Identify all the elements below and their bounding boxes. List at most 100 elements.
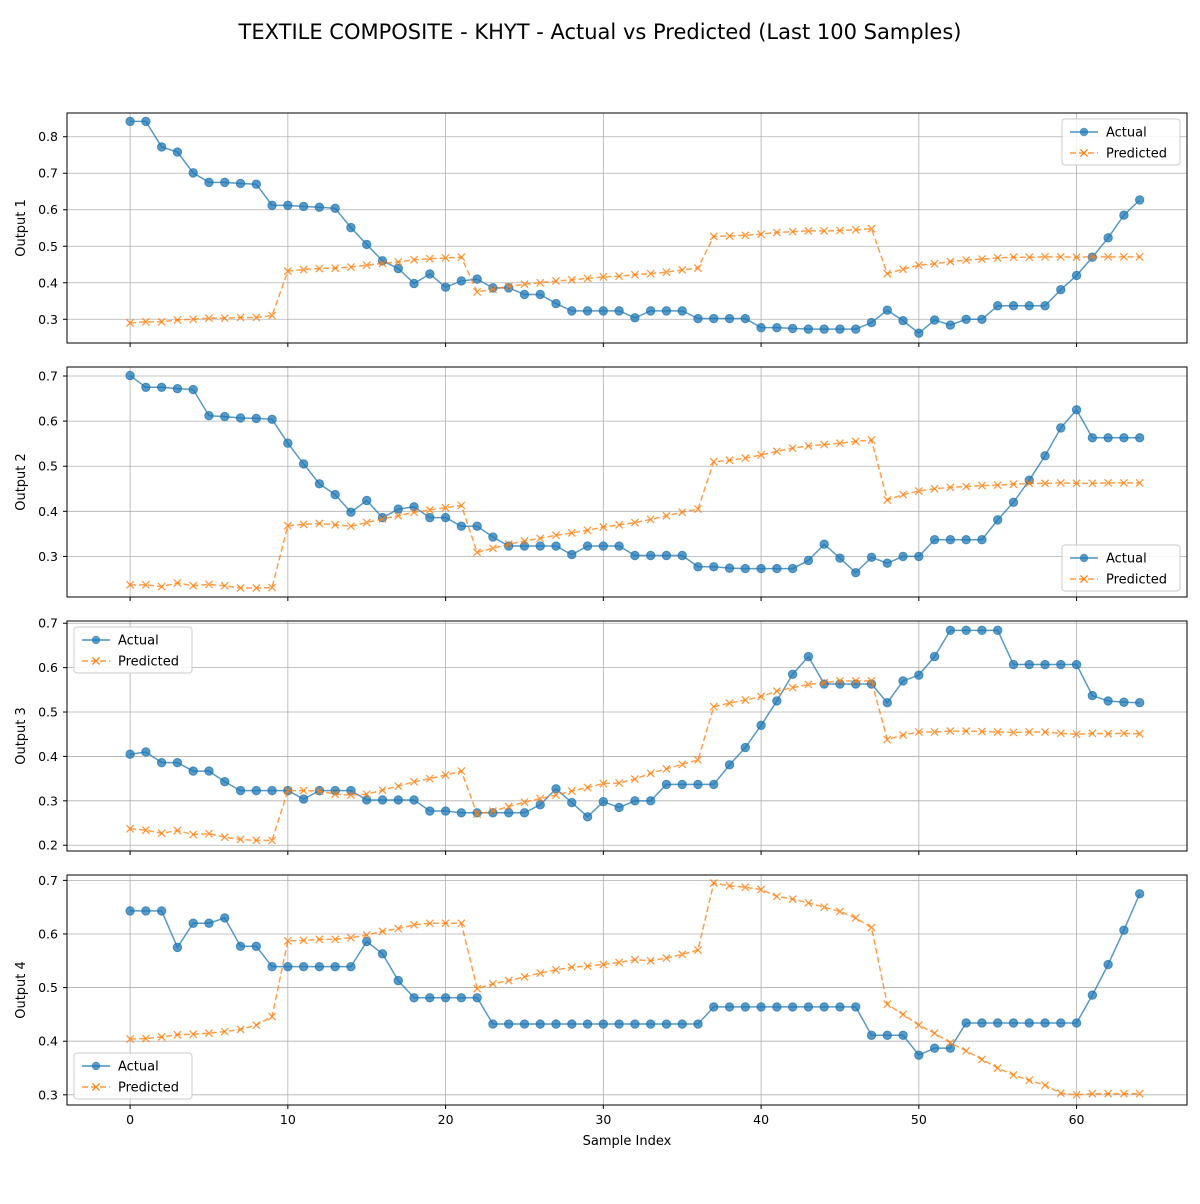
actual-point xyxy=(235,785,246,796)
predicted-point xyxy=(126,824,135,833)
actual-point xyxy=(1087,433,1098,443)
actual-point xyxy=(929,315,940,325)
predicted-point xyxy=(141,826,150,835)
predicted-point xyxy=(1135,252,1144,261)
actual-point xyxy=(156,757,167,768)
actual-point xyxy=(993,301,1003,311)
actual-point xyxy=(756,1002,766,1012)
predicted-point xyxy=(725,231,734,241)
predicted-point xyxy=(962,1046,971,1055)
predicted-point xyxy=(126,1035,135,1044)
predicted-point xyxy=(236,835,245,844)
predicted-point xyxy=(1009,1070,1018,1080)
actual-point xyxy=(914,1050,924,1060)
actual-point xyxy=(914,328,924,338)
legend-marker xyxy=(1079,553,1089,563)
actual-point xyxy=(220,177,230,188)
legend: Actual Predicted xyxy=(73,1052,193,1100)
actual-point xyxy=(440,806,451,816)
actual-point xyxy=(1071,270,1082,281)
predicted-point xyxy=(1040,727,1050,737)
predicted-point xyxy=(1056,478,1065,487)
legend: Actual Predicted xyxy=(73,626,193,674)
predicted-point xyxy=(1104,478,1113,487)
predicted-point xyxy=(362,518,371,527)
predicted-point xyxy=(252,836,261,845)
actual-point xyxy=(851,679,861,689)
predicted-point xyxy=(520,798,529,807)
predicted-point xyxy=(678,508,687,517)
predicted-point xyxy=(772,447,781,456)
actual-point xyxy=(156,142,167,152)
actual-point xyxy=(409,795,419,805)
predicted-point xyxy=(536,794,545,803)
actual-point xyxy=(630,796,640,806)
predicted-point xyxy=(268,836,277,845)
predicted-point xyxy=(883,269,892,278)
predicted-point xyxy=(962,727,971,736)
predicted-point xyxy=(630,518,639,527)
actual-point xyxy=(598,306,609,316)
predicted-point xyxy=(804,898,813,907)
actual-point xyxy=(519,289,530,300)
predicted-point xyxy=(615,958,624,967)
actual-point xyxy=(141,906,151,916)
y-tick-label: 0.6 xyxy=(38,926,58,941)
predicted-point xyxy=(331,520,340,529)
actual-point xyxy=(267,961,277,972)
actual-point xyxy=(551,541,561,551)
predicted-point xyxy=(504,802,513,811)
predicted-point xyxy=(520,537,529,546)
actual-point xyxy=(898,1030,908,1041)
predicted-point xyxy=(1009,480,1018,489)
actual-point xyxy=(1103,233,1113,243)
actual-point xyxy=(1119,210,1129,220)
predicted-point xyxy=(725,881,734,890)
predicted-point xyxy=(220,1027,229,1036)
predicted-point xyxy=(473,810,482,819)
predicted-point xyxy=(630,955,639,964)
predicted-point xyxy=(268,1012,277,1021)
actual-point xyxy=(977,1018,987,1028)
legend: Actual Predicted xyxy=(1061,544,1181,592)
actual-point xyxy=(898,676,908,686)
actual-point xyxy=(188,384,198,395)
predicted-point xyxy=(898,490,908,499)
predicted-point xyxy=(678,950,687,959)
predicted-point xyxy=(346,790,356,800)
predicted-point xyxy=(457,919,466,928)
actual-point xyxy=(1008,497,1019,507)
predicted-point xyxy=(536,969,545,978)
predicted-point xyxy=(725,456,734,465)
predicted-point xyxy=(851,437,860,446)
actual-point xyxy=(614,306,624,316)
predicted-point xyxy=(252,313,261,322)
actual-point xyxy=(1119,697,1129,707)
actual-point xyxy=(929,535,940,545)
predicted-point xyxy=(599,960,608,969)
actual-point xyxy=(251,785,261,796)
predicted-point xyxy=(409,777,419,786)
actual-point xyxy=(220,913,230,923)
predicted-point xyxy=(693,945,703,955)
predicted-point xyxy=(946,727,955,736)
predicted-point xyxy=(741,695,750,705)
subplot-1: 0.3 0.4 0.5 0.6 0.7 0.8 Output 1 Actual Predicte… xyxy=(14,112,1188,347)
y-tick-label: 0.6 xyxy=(38,202,58,217)
predicted-point xyxy=(157,829,166,838)
actual-point xyxy=(488,532,498,542)
predicted-point xyxy=(1119,252,1128,261)
actual-point xyxy=(503,283,514,293)
predicted-point xyxy=(1025,479,1034,488)
actual-point xyxy=(283,200,293,211)
predicted-point xyxy=(851,676,860,686)
predicted-point xyxy=(914,727,923,737)
actual-point xyxy=(1040,659,1050,670)
predicted-point xyxy=(173,1030,182,1039)
predicted-point xyxy=(299,786,308,795)
actual-point xyxy=(425,269,435,279)
predicted-series-line xyxy=(130,680,1140,842)
predicted-point xyxy=(204,314,214,323)
actual-point xyxy=(330,961,340,972)
legend-marker xyxy=(91,635,101,645)
